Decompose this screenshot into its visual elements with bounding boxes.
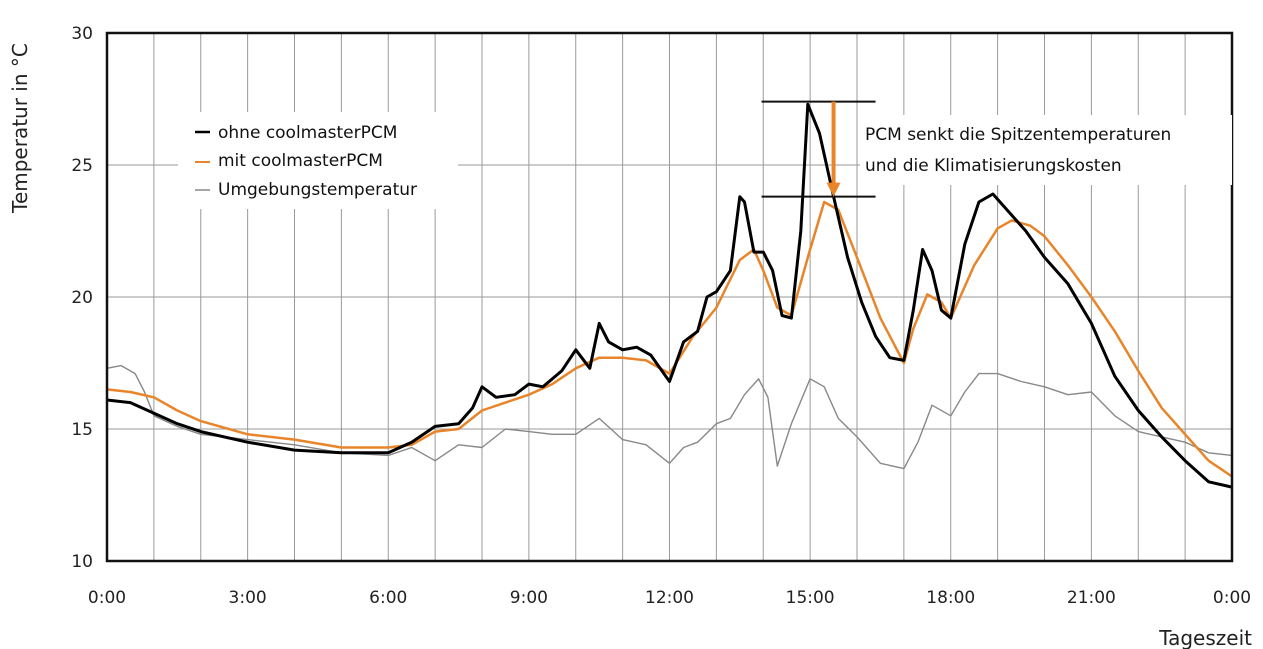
annotation-line-2: und die Klimatisierungskosten <box>865 156 1122 176</box>
y-tick-label: 30 <box>71 24 93 44</box>
y-tick-label: 15 <box>71 420 93 440</box>
series-layer <box>106 102 1233 489</box>
x-tick-label: 12:00 <box>645 588 694 608</box>
x-tick-label: 0:00 <box>88 588 126 608</box>
series-line-ohne-pcm <box>106 102 1233 489</box>
peak-annotation: PCM senkt die Spitzentemperaturen und di… <box>761 100 1232 198</box>
legend-label-umgebung: Umgebungstemperatur <box>218 180 417 200</box>
y-tick-label: 10 <box>71 552 93 572</box>
legend-label-mit: mit coolmasterPCM <box>218 151 383 171</box>
y-tick-label: 25 <box>71 156 93 176</box>
x-tick-label: 18:00 <box>926 588 975 608</box>
legend-box <box>178 112 458 209</box>
y-axis-title: Temperatur in °C <box>8 43 32 214</box>
tick-labels: 10 15 20 25 30 0:00 3:00 6:00 9:00 12:00 15:00 18:0… <box>71 24 1251 608</box>
x-tick-label: 9:00 <box>510 588 548 608</box>
x-axis-title: Tageszeit <box>1158 626 1252 649</box>
x-tick-label: 3:00 <box>229 588 267 608</box>
x-tick-label: 21:00 <box>1067 588 1116 608</box>
legend-label-ohne: ohne coolmasterPCM <box>218 123 397 143</box>
x-tick-label: 6:00 <box>369 588 407 608</box>
y-tick-label: 20 <box>71 288 93 308</box>
series-line-mit-pcm <box>106 200 1233 478</box>
legend: ohne coolmasterPCM mit coolmasterPCM Umg… <box>178 112 458 209</box>
x-tick-label: 0:00 <box>1213 588 1251 608</box>
plot-frame <box>105 31 1234 563</box>
annotation-text-bg <box>860 115 1232 185</box>
x-tick-label: 15:00 <box>786 588 835 608</box>
annotation-line-1: PCM senkt die Spitzentemperaturen <box>865 125 1171 145</box>
annotation-arrow-head <box>826 182 841 197</box>
